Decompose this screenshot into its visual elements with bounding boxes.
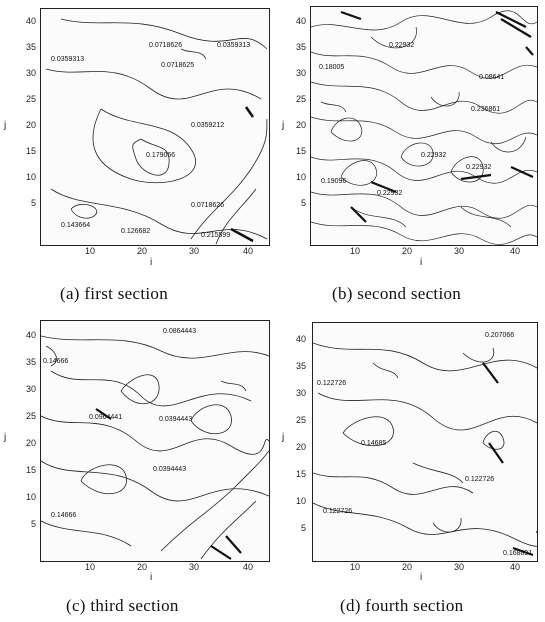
x-tick: 40 [242,246,253,256]
contour-label: 0.0718626 [191,202,224,209]
contour-label: 0.22932 [421,152,446,159]
x-tick: 20 [136,246,147,256]
x-tick: 10 [84,246,95,256]
contour-plot-c: 0.0864443 0.14666 0.0964441 0.0394443 0.… [40,320,270,562]
contour-label: 0.0718625 [161,62,194,69]
contour-lines: 0.207066 0.122726 0.14685 0.122726 0.122… [313,332,537,557]
x-axis-label: i [420,257,423,268]
contour-label: 0.207066 [485,332,514,339]
contour-label: 0.0359313 [217,42,250,49]
x-tick: 30 [453,562,464,572]
y-tick: 25 [25,94,36,104]
y-tick: 5 [300,198,306,208]
y-tick: 40 [25,16,36,26]
x-axis-label: i [150,572,153,583]
x-tick: 20 [136,562,147,572]
contour-label: 0.122726 [323,508,352,515]
contour-lines: 0.0718626 0.0359313 0.0718625 0.0359313 … [45,18,268,245]
y-tick: 10 [25,172,36,182]
y-axis-label: j [282,120,285,131]
contour-label: 0.0394443 [153,466,186,473]
y-tick: 15 [25,146,36,156]
contour-label: 0.0359313 [51,56,84,63]
contour-label: 0.0394443 [159,416,192,423]
contour-plot-b: 0.22932 0.08641 0.236861 0.22932 0.22932… [310,6,538,246]
contour-label: 0.0964441 [89,414,122,421]
y-tick: 30 [295,388,306,398]
contour-label: 0.14666 [51,512,76,519]
caption-d: (d) fourth section [340,596,464,615]
contour-label: 0.22932 [377,190,402,197]
y-tick: 20 [25,438,36,448]
y-tick: 20 [295,442,306,452]
contour-label: 0.122726 [317,380,346,387]
y-tick: 35 [295,361,306,371]
contour-label: 0.18005 [319,64,344,71]
contour-label: 0.19096 [321,178,346,185]
contour-label: 0.22932 [466,164,491,171]
y-tick: 40 [295,334,306,344]
x-tick: 40 [509,246,520,256]
y-tick: 20 [295,120,306,130]
y-tick: 10 [25,492,36,502]
y-tick: 35 [295,42,306,52]
contour-label: 0.236861 [471,106,500,113]
y-tick: 15 [295,146,306,156]
contour-label: 0.126682 [121,228,150,235]
contour-label: 0.14685 [361,440,386,447]
x-tick: 30 [188,562,199,572]
contour-plot-a: 0.0718626 0.0359313 0.0718625 0.0359313 … [40,8,270,246]
contour-plot-d: 0.207066 0.122726 0.14685 0.122726 0.122… [312,322,538,562]
y-tick: 5 [30,198,36,208]
y-axis-label: j [4,120,7,131]
contour-label: 0.0718626 [149,42,182,49]
x-axis-label: i [150,257,153,268]
y-tick: 30 [25,384,36,394]
y-tick: 25 [295,94,306,104]
y-tick: 10 [295,172,306,182]
x-tick: 40 [242,562,253,572]
y-tick: 20 [25,120,36,130]
caption-c: (c) third section [66,596,179,615]
x-tick: 30 [453,246,464,256]
y-tick: 40 [295,16,306,26]
y-tick: 40 [25,330,36,340]
contour-label: 0.143664 [61,222,90,229]
caption-b: (b) second section [332,284,462,303]
caption-a: (a) first section [60,284,169,303]
x-tick: 30 [188,246,199,256]
y-tick: 35 [25,42,36,52]
y-tick: 25 [295,415,306,425]
contour-label: 0.168891 [503,550,532,557]
x-tick: 10 [349,246,360,256]
contour-label: 0.0359212 [191,122,224,129]
x-axis-label: i [420,572,423,583]
contour-lines: 0.22932 0.08641 0.236861 0.22932 0.22932… [311,10,537,245]
y-tick: 5 [300,523,306,533]
y-tick: 10 [295,496,306,506]
contour-label: 0.22932 [389,42,414,49]
contour-label: 0.14666 [43,358,68,365]
y-tick: 5 [30,519,36,529]
y-tick: 35 [25,357,36,367]
y-axis-label: j [282,432,285,443]
y-tick: 15 [25,465,36,475]
contour-label: 0.0864443 [163,328,196,335]
x-tick: 10 [349,562,360,572]
x-tick: 20 [401,562,412,572]
contour-label: 0.179066 [146,152,175,159]
contour-label: 0.215599 [201,232,230,239]
contour-lines: 0.0864443 0.14666 0.0964441 0.0394443 0.… [41,328,269,560]
y-tick: 30 [25,68,36,78]
y-tick: 30 [295,68,306,78]
y-axis-label: j [4,432,7,443]
contour-label: 0.122726 [465,476,494,483]
x-tick: 40 [509,562,520,572]
y-tick: 25 [25,411,36,421]
y-tick: 15 [295,469,306,479]
x-tick: 10 [84,562,95,572]
x-tick: 20 [401,246,412,256]
contour-label: 0.08641 [479,74,504,81]
